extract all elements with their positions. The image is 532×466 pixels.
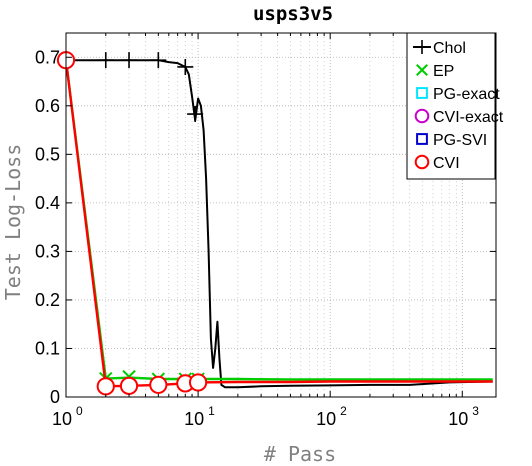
legend-entry: CVI-exact xyxy=(414,108,504,126)
series-marker xyxy=(188,373,208,392)
legend-marker xyxy=(414,108,430,124)
x-tick-label: 10 2 xyxy=(316,404,347,429)
legend-label: PG-SVI xyxy=(433,132,487,149)
series-marker xyxy=(121,52,138,69)
series-line xyxy=(66,59,493,389)
y-axis-label: Test Log-Loss xyxy=(1,144,25,301)
legend-marker xyxy=(416,133,428,145)
series-marker xyxy=(97,52,114,69)
y-tick-label: 0.1 xyxy=(35,338,60,358)
legend-marker xyxy=(415,40,429,54)
x-tick-base: 10 xyxy=(316,409,336,429)
series-layer xyxy=(56,51,493,396)
legend-label: EP xyxy=(433,63,454,80)
series-marker xyxy=(96,377,115,396)
legend: Chol EP PG-exact CVI-exact PG-SVI CVI xyxy=(406,32,504,180)
x-tick-exponent: 1 xyxy=(208,404,215,418)
x-tick-base: 10 xyxy=(184,409,204,429)
y-tick-label: 0.5 xyxy=(35,144,60,164)
legend-marker xyxy=(416,87,428,99)
series-marker xyxy=(187,106,204,123)
series-marker xyxy=(119,376,139,395)
x-axis-label: # Pass xyxy=(264,442,336,466)
x-tick-exponent: 3 xyxy=(472,404,479,418)
y-tick-label: 0.6 xyxy=(35,96,60,116)
legend-entry: Chol xyxy=(413,40,466,57)
series-marker xyxy=(177,58,194,75)
x-tick-exponent: 2 xyxy=(340,404,347,418)
legend-marker xyxy=(416,64,428,76)
x-tick-exponent: 0 xyxy=(76,404,83,418)
legend-label: CVI xyxy=(433,155,460,172)
x-tick-label: 10 0 xyxy=(52,404,83,429)
legend-box xyxy=(406,32,496,180)
legend-marker xyxy=(414,154,430,170)
y-tick-label: 0 xyxy=(50,387,60,407)
y-tick-label: 0.3 xyxy=(35,241,60,261)
series-marker xyxy=(149,375,168,394)
chart-title: usps3v5 xyxy=(253,3,333,25)
legend-label: CVI-exact xyxy=(433,109,504,126)
y-tick-label: 0.7 xyxy=(35,47,60,67)
y-tick-label: 0.2 xyxy=(35,290,60,310)
x-tick-base: 10 xyxy=(448,409,468,429)
y-tick-label: 0.4 xyxy=(35,193,60,213)
plot-frame xyxy=(65,32,497,398)
legend-entry: PG-SVI xyxy=(416,132,487,149)
x-tick-base: 10 xyxy=(52,409,72,429)
x-tick-label: 10 3 xyxy=(448,404,479,429)
legend-entry: EP xyxy=(416,63,454,80)
series-cvi xyxy=(56,51,493,396)
x-tick-label: 10 1 xyxy=(184,404,215,429)
legend-entry: PG-exact xyxy=(416,86,500,103)
legend-entry: CVI xyxy=(414,154,460,172)
series-marker xyxy=(150,52,167,69)
legend-label: Chol xyxy=(433,40,466,57)
legend-label: PG-exact xyxy=(433,86,500,103)
tick-layer: 00.10.20.30.40.50.60.710 0 10 1 10 2 10 3 xyxy=(35,33,496,429)
